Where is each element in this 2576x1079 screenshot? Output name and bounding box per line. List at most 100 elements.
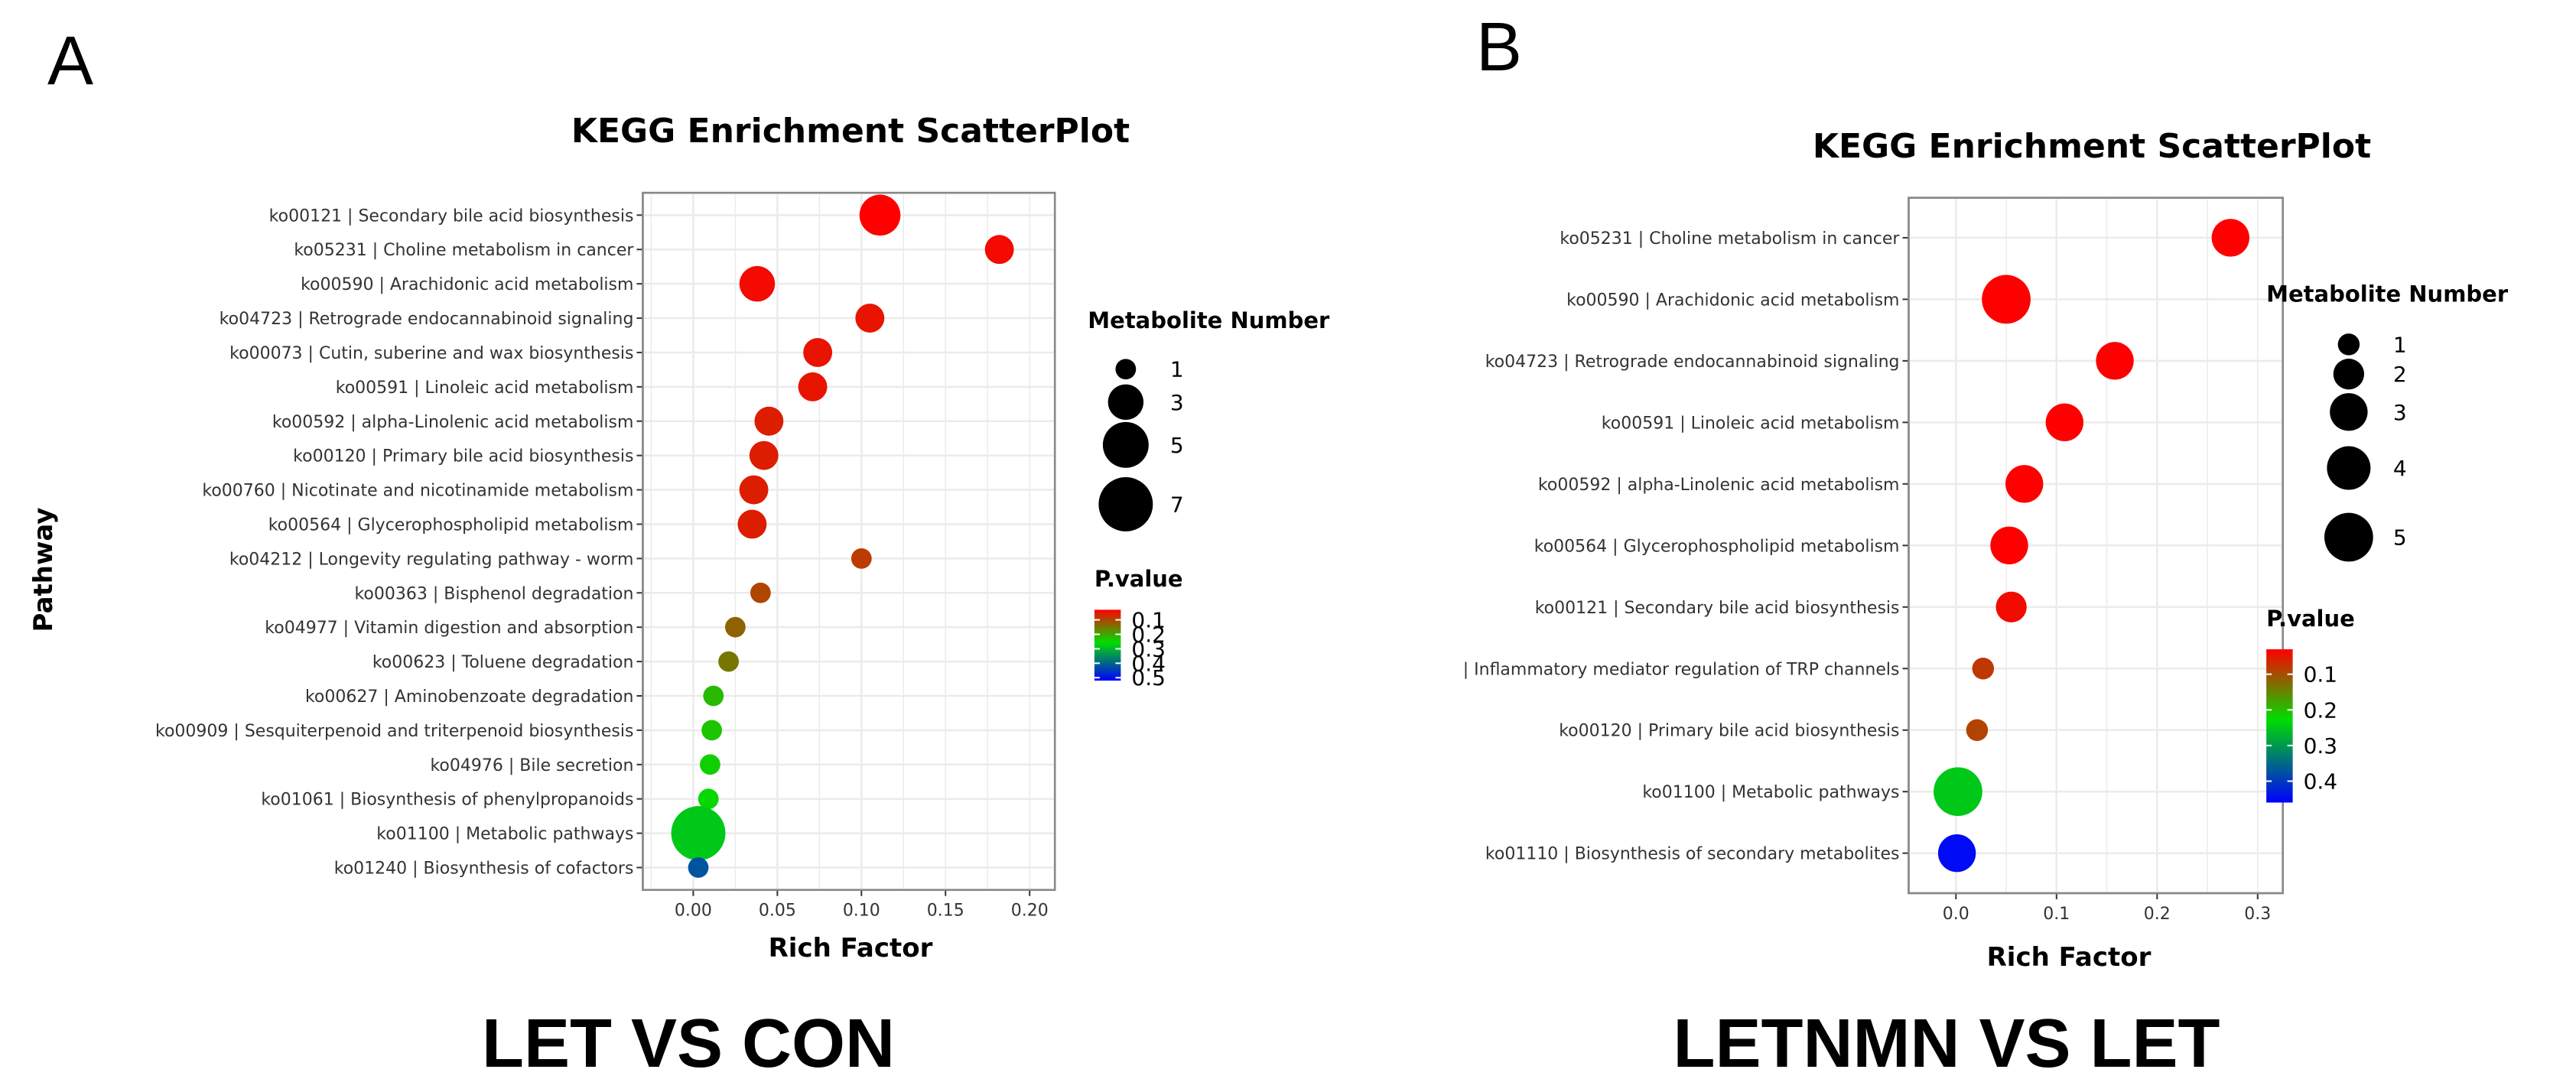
panel-b-y-tick-label: ko00590 | Arachidonic acid metabolism: [1566, 291, 1899, 310]
panel-a-y-tick-label: ko01061 | Biosynthesis of phenylpropanoi…: [261, 791, 633, 810]
panel-b-size-legend-key: [2324, 512, 2373, 562]
panel-b-colorbar-label: 0.3: [2304, 733, 2338, 759]
panel-a-plot-background: [642, 191, 1056, 891]
panel-a-title: KEGG Enrichment ScatterPlot: [571, 112, 1130, 151]
panel-b-data-point: [1972, 658, 1995, 680]
panel-b-size-legend-key: [2333, 359, 2365, 390]
panel-b-y-tick-label: ko00121 | Secondary bile acid biosynthes…: [1535, 599, 1900, 618]
panel-b-plot-area: ko05231 | Choline metabolism in cancer ko…: [1463, 197, 2284, 924]
panel-a-data-point: [754, 406, 784, 436]
panel-a-color-legend-title: P.value: [1094, 566, 1183, 592]
panel-a-y-tick-label: ko01240 | Biosynthesis of cofactors: [334, 860, 634, 879]
panel-a-data-point: [671, 806, 726, 861]
panel-a-x-tick-label: 0.00: [675, 902, 712, 921]
panel-b-size-legend-label: 4: [2393, 456, 2407, 481]
panel-a-caption: LET VS CON: [482, 1006, 895, 1079]
panel-a-colorbar-label: 0.4: [1131, 651, 1166, 676]
panel-a-data-point: [739, 475, 769, 505]
panel-b-y-tick-label: ko00592 | alpha-Linolenic acid metabolis…: [1538, 476, 1900, 495]
panel-b-size-legend-key: [2327, 446, 2371, 490]
panel-b-data-point: [1982, 275, 2031, 324]
panel-a-y-tick-label: ko00121 | Secondary bile acid biosynthes…: [269, 206, 634, 226]
panel-a-plot-border: [642, 191, 1056, 891]
panel-a-data-point: [798, 372, 828, 401]
panel-a-y-tick-label: ko04976 | Bile secretion: [430, 756, 633, 775]
panel-b-y-tick-label: ko05231 | Choline metabolism in cancer: [1560, 229, 1900, 249]
panel-a-data-point: [718, 651, 739, 672]
panel-b-x-tick-label: 0.1: [2043, 905, 2070, 924]
panel-b-y-tick-label: ko04723 | Retrograde endocannabinoid sig…: [1485, 353, 1900, 372]
panel-b-x-axis-label: Rich Factor: [1987, 942, 2152, 973]
panel-a-data-point: [737, 509, 767, 539]
panel-b-data-point: [1937, 834, 1976, 873]
panel-a-size-legend-key: [1102, 421, 1149, 468]
panel-b: B KEGG Enrichment ScatterPlot ko05231 | …: [1463, 9, 2509, 1079]
panel-a-size-legend-key: [1115, 359, 1137, 380]
panel-b-data-point: [1990, 526, 2028, 564]
panel-a-y-tick-label: ko00591 | Linoleic acid metabolism: [336, 379, 634, 398]
panel-a-x-tick-label: 0.20: [1011, 902, 1049, 921]
panel-b-y-tick-label: ko00564 | Glycerophospholipid metabolism: [1534, 537, 1900, 556]
panel-a-y-tick-label: ko04977 | Vitamin digestion and absorpti…: [265, 619, 633, 638]
panel-b-y-tick-label: ko00120 | Primary bile acid biosynthesis: [1559, 722, 1899, 741]
panel-a-colorbar-label: 0.3: [1131, 636, 1166, 661]
panel-b-colorbar-label: 0.1: [2304, 662, 2338, 687]
panel-b-color-legend-title: P.value: [2266, 606, 2355, 632]
panel-a-y-tick-label: ko00073 | Cutin, suberine and wax biosyn…: [229, 344, 633, 363]
panel-a-size-legend-key: [1098, 476, 1153, 531]
panel-b-x-tick-label: 0.0: [1943, 905, 1969, 924]
panel-a-colorbar: [1094, 609, 1121, 681]
panel-a-plot-area: ko00121 | Secondary bile acid biosynthes…: [155, 191, 1056, 921]
panel-a-size-legend-key: [1107, 384, 1144, 421]
panel-a-data-point: [851, 548, 872, 569]
panel-a-legends: Metabolite Number 1 3 5 7 P.value 0.10.20.30.4…: [1088, 307, 1330, 691]
panel-a-letter: A: [47, 23, 93, 99]
panel-a-size-legend-label: 5: [1170, 433, 1184, 458]
panel-a-size-legend-label: 7: [1170, 492, 1184, 517]
panel-b-legends: Metabolite Number 1 2 3 4 5 P.value 0.1 0.2 0.3 0.…: [2266, 281, 2509, 803]
panel-b-size-legend-label: 3: [2393, 400, 2407, 425]
panel-b-plot-border: [1908, 197, 2284, 895]
panel-b-x-tick-label: 0.2: [2144, 905, 2171, 924]
panel-a-x-axis-label: Rich Factor: [769, 933, 933, 964]
panel-a-data-point: [701, 720, 723, 741]
panel-a-y-tick-label: ko05231 | Choline metabolism in cancer: [294, 241, 634, 260]
panel-b-letter: B: [1476, 9, 1522, 86]
panel-b-size-legend-label: 2: [2393, 362, 2407, 387]
panel-a-y-tick-label: ko00623 | Toluene degradation: [372, 653, 634, 672]
panel-a-y-tick-label: ko00909 | Sesquiterpenoid and triterpeno…: [155, 722, 633, 741]
panel-a-x-tick-label: 0.05: [759, 902, 796, 921]
panel-a-data-point: [739, 265, 776, 302]
panel-b-data-point: [2096, 342, 2134, 380]
panel-a-data-point: [688, 857, 709, 878]
panel-a-y-tick-label: ko00363 | Bisphenol degradation: [354, 584, 633, 603]
panel-a-y-tick-label: ko04723 | Retrograde endocannabinoid sig…: [220, 310, 634, 329]
panel-a-colorbar-label: 0.2: [1131, 622, 1166, 647]
panel-b-size-legend-key: [2337, 333, 2360, 356]
panel-a-data-point: [749, 440, 779, 470]
panel-b-data-point: [1995, 591, 2027, 622]
panel-a-y-tick-label: ko04212 | Longevity regulating pathway -…: [229, 550, 634, 569]
panel-a-y-tick-label: ko00592 | alpha-Linolenic acid metabolis…: [272, 413, 634, 432]
panel-b-caption: LETNMN VS LET: [1673, 1006, 2220, 1079]
panel-a-size-legend-title: Metabolite Number: [1088, 307, 1330, 333]
panel-b-data-point: [2005, 465, 2044, 503]
panel-a-size-legend-label: 3: [1170, 390, 1184, 415]
panel-b-data-point: [1966, 719, 1989, 741]
panel-a-data-point: [803, 337, 833, 367]
panel-b-size-legend-label: 1: [2393, 332, 2407, 357]
panel-a-data-point: [859, 194, 901, 236]
panel-b-data-point: [1934, 767, 1982, 817]
panel-a-x-tick-label: 0.15: [927, 902, 964, 921]
panel-b-title: KEGG Enrichment ScatterPlot: [1813, 127, 2371, 166]
panel-b-data-point: [2211, 219, 2249, 257]
panel-a-data-point: [750, 582, 771, 603]
panel-a-colorbar-label: 0.1: [1131, 608, 1166, 633]
panel-b-data-point: [2045, 403, 2083, 442]
panel-a-data-point: [703, 685, 724, 707]
panel-b-colorbar-label: 0.2: [2304, 697, 2338, 723]
panel-b-size-legend-title: Metabolite Number: [2266, 281, 2509, 307]
panel-b-size-legend-label: 5: [2393, 525, 2407, 551]
panel-b-colorbar: [2266, 649, 2293, 803]
